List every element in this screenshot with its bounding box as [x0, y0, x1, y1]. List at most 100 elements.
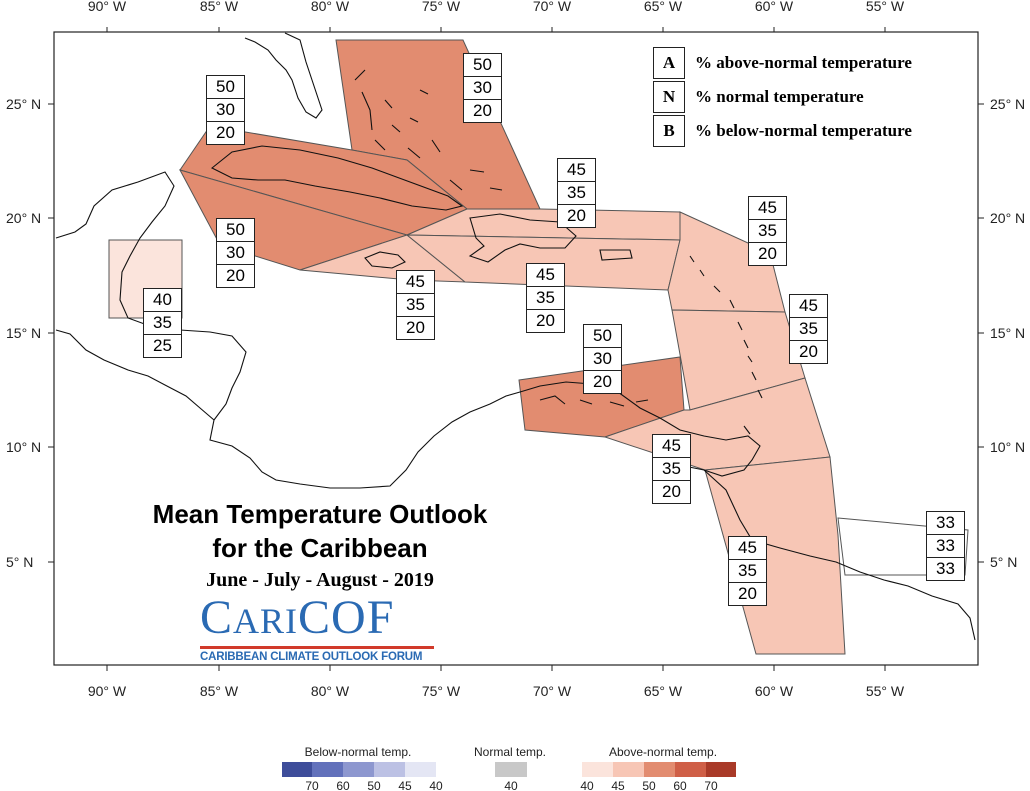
colorbar-swatch-below-60 — [312, 762, 343, 777]
prob-below: 20 — [748, 242, 787, 266]
prob-above: 50 — [463, 53, 502, 77]
prob-above: 45 — [652, 434, 691, 458]
lesser-antilles — [689, 255, 763, 435]
colorbar-title-normal: Normal temp. — [473, 745, 547, 759]
prob-stack-leeward-islands: 45 35 20 — [748, 196, 787, 266]
lat-tick-left: 25° N — [6, 96, 42, 112]
map-title-line2: for the Caribbean — [212, 533, 428, 563]
colorbar-tick: 50 — [642, 779, 656, 791]
lon-tick-bottom: 90° W — [87, 683, 127, 699]
cuba-coast — [210, 145, 464, 211]
prob-normal: 30 — [463, 76, 502, 100]
prob-below: 20 — [652, 480, 691, 504]
prob-below: 20 — [206, 121, 245, 145]
prob-normal: 30 — [583, 347, 622, 371]
prob-stack-guyana: 45 35 20 — [728, 536, 767, 606]
caricof-logo-wordmark: CARICOF — [200, 591, 395, 644]
prob-stack-abc-islands: 50 30 20 — [583, 324, 622, 394]
prob-normal: 30 — [206, 98, 245, 122]
south-america-coast — [703, 469, 976, 641]
gulf-coast — [55, 329, 215, 421]
caricof-logo: CARICOF CARIBBEAN CLIMATE OUTLOOK FORUM — [200, 594, 434, 663]
prob-below: 33 — [926, 557, 965, 581]
logo-subtitle: CARIBBEAN CLIMATE OUTLOOK FORUM — [200, 651, 423, 663]
colorbar-swatch-below-40 — [405, 762, 436, 777]
lat-tick-left: 20° N — [6, 210, 42, 226]
lon-tick-top: 80° W — [310, 0, 350, 14]
lon-tick-top: 75° W — [421, 0, 461, 14]
hispaniola-coast — [468, 213, 577, 263]
logo-underline — [200, 646, 434, 649]
abc-island-shapes — [539, 395, 649, 407]
lon-tick-top: 55° W — [865, 0, 905, 14]
prob-above: 50 — [583, 324, 622, 348]
map-title-line1: Mean Temperature Outlook — [152, 499, 488, 529]
colorbar-swatch-above-60 — [675, 762, 706, 777]
lat-tick-left: 5° N — [6, 554, 34, 570]
lat-tick-right: 10° N — [990, 439, 1026, 455]
central-america-coast — [55, 171, 761, 489]
prob-stack-belize: 40 35 25 — [143, 288, 182, 358]
puerto-rico-coast — [599, 249, 633, 261]
prob-stack-hispaniola-west: 45 35 20 — [396, 270, 435, 340]
colorbar-tick: 50 — [367, 779, 381, 791]
region-guyana — [704, 456, 846, 655]
prob-above: 45 — [748, 196, 787, 220]
prob-stack-windward-islands: 45 35 20 — [789, 294, 828, 364]
lat-tick-right: 25° N — [990, 96, 1026, 112]
prob-normal: 33 — [926, 534, 965, 558]
prob-normal: 35 — [557, 181, 596, 205]
lon-tick-bottom: 80° W — [310, 683, 350, 699]
prob-stack-cayman-jamaica: 50 30 20 — [216, 218, 255, 288]
colorbar-tick: 40 — [580, 779, 594, 791]
prob-below: 20 — [789, 340, 828, 364]
prob-below: 20 — [216, 264, 255, 288]
prob-above: 45 — [789, 294, 828, 318]
lon-tick-bottom: 85° W — [199, 683, 239, 699]
colorbar-swatch-above-50 — [644, 762, 675, 777]
lat-tick-left: 15° N — [6, 325, 42, 341]
prob-normal: 30 — [216, 241, 255, 265]
jamaica-coast — [364, 251, 406, 269]
prob-below: 20 — [728, 582, 767, 606]
prob-above: 45 — [396, 270, 435, 294]
colorbar-tick: 60 — [673, 779, 687, 791]
lon-tick-top: 65° W — [643, 0, 683, 14]
colorbar-title-above: Above-normal temp. — [608, 745, 718, 759]
legend-key-below: B — [653, 115, 685, 147]
prob-below: 20 — [526, 309, 565, 333]
bahamas-islands — [354, 69, 503, 191]
prob-below: 25 — [143, 334, 182, 358]
colorbar-swatch-above-45 — [613, 762, 644, 777]
lon-tick-bottom: 75° W — [421, 683, 461, 699]
lat-tick-left: 10° N — [6, 439, 42, 455]
prob-above: 45 — [557, 158, 596, 182]
colorbar-swatch-normal-40 — [495, 762, 527, 777]
prob-stack-cuba: 50 30 20 — [206, 75, 245, 145]
lon-tick-bottom: 65° W — [643, 683, 683, 699]
legend-text-above: % above-normal temperature — [695, 53, 912, 72]
colorbar-swatch-below-50 — [343, 762, 374, 777]
colorbar-tick: 40 — [429, 779, 443, 791]
prob-above: 40 — [143, 288, 182, 312]
coastlines — [55, 32, 976, 641]
lat-tick-right: 15° N — [990, 325, 1026, 341]
axis-tick-marks — [48, 27, 984, 671]
colorbar-tick: 70 — [305, 779, 319, 791]
lon-tick-bottom: 70° W — [532, 683, 572, 699]
prob-below: 20 — [557, 204, 596, 228]
legend-text-below: % below-normal temperature — [695, 121, 912, 140]
prob-normal: 35 — [652, 457, 691, 481]
lon-tick-top: 60° W — [754, 0, 794, 14]
legend-key-above: A — [653, 47, 685, 79]
prob-above: 45 — [526, 263, 565, 287]
colorbar-swatch-above-40 — [582, 762, 613, 777]
prob-normal: 35 — [728, 559, 767, 583]
lat-tick-right: 5° N — [990, 554, 1018, 570]
prob-above: 50 — [206, 75, 245, 99]
prob-above: 45 — [728, 536, 767, 560]
prob-above: 50 — [216, 218, 255, 242]
lat-tick-right: 20° N — [990, 210, 1026, 226]
